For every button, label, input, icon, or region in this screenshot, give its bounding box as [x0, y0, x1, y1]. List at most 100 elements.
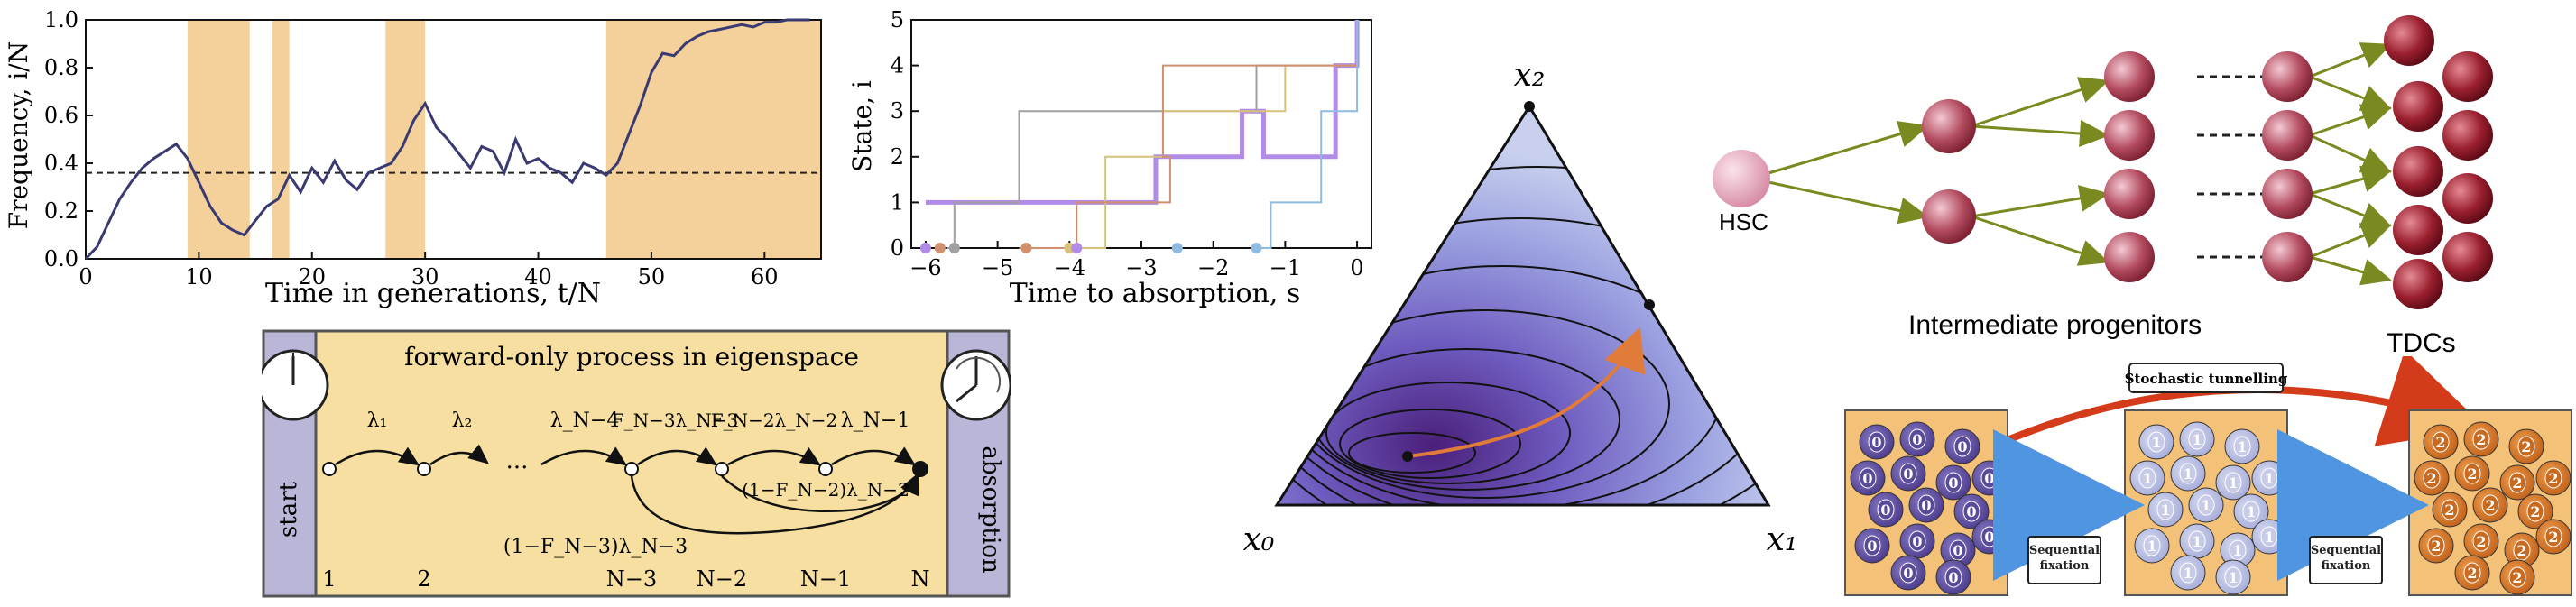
- cell-nucleus: [1944, 566, 1962, 588]
- cell-label: 2: [2476, 533, 2486, 550]
- cell-label: 0: [1921, 497, 1931, 514]
- rate-label: F_N−2λ_N−2: [711, 409, 838, 431]
- x-tick-label: 50: [638, 264, 666, 290]
- absorption-marker: [1171, 243, 1183, 253]
- cell-label: 2: [2512, 569, 2522, 586]
- cell-nucleus: [1953, 436, 1971, 457]
- x-tick-label: −5: [982, 255, 1013, 281]
- shaded-interval: [272, 20, 290, 259]
- progenitor-cell: [2262, 169, 2313, 219]
- y-tick-label: 1: [891, 189, 904, 215]
- progenitor-cell: [2262, 51, 2313, 102]
- y-tick-label: 0: [891, 235, 904, 261]
- y-tick-label: 2: [891, 144, 904, 170]
- cell-label: 0: [1984, 470, 1994, 487]
- sequential-label: Sequential fixation: [2310, 544, 2382, 573]
- cell-nucleus: [1962, 501, 1980, 522]
- progenitor-cell: [2262, 232, 2313, 282]
- progenitor-cell: [2262, 110, 2313, 161]
- cell-label: 0: [1903, 565, 1913, 582]
- x-tick-label: −4: [1054, 255, 1085, 281]
- y-tick-label: 0.0: [44, 246, 78, 271]
- cell-nucleus: [2463, 463, 2481, 484]
- node-label: N−2: [697, 566, 747, 592]
- process-diagram-svg: start absorption forward-only process in…: [257, 329, 1012, 598]
- shaded-interval: [605, 20, 821, 259]
- tdc-cell: [2393, 259, 2443, 309]
- cell-nucleus: [2179, 463, 2197, 484]
- cell-label: 2: [2467, 465, 2477, 483]
- cell-label: 1: [2201, 497, 2211, 514]
- skip-rate-label: (1−F_N−3)λ_N−3: [503, 536, 688, 558]
- y-tick-label: 4: [891, 53, 904, 78]
- tdc-cell: [2393, 81, 2443, 132]
- cell-nucleus: [1899, 463, 1917, 484]
- y-tick-label: 0.4: [44, 151, 78, 176]
- cell-label: 0: [1912, 431, 1922, 448]
- cell-label: 2: [2435, 434, 2445, 451]
- progenitor-cell: [2104, 110, 2155, 161]
- shaded-interval: [187, 20, 250, 259]
- cell-label: 1: [2183, 565, 2193, 582]
- cell-label: 0: [1966, 503, 1976, 520]
- x-tick-label: −6: [909, 255, 941, 281]
- cell-label: 1: [2228, 474, 2238, 492]
- x-tick-label: 40: [524, 264, 552, 290]
- state-chart-ylabel: State, i: [848, 80, 877, 172]
- absorption-marker: [1251, 243, 1262, 253]
- cell-label: 0: [1948, 569, 1958, 586]
- simplex-diagram: x₂ x₀ x₁: [1227, 36, 1805, 603]
- cell-nucleus: [2432, 431, 2450, 453]
- cell-nucleus: [2517, 436, 2535, 457]
- cell-label: 1: [2264, 470, 2274, 487]
- y-tick-label: 5: [891, 7, 904, 32]
- absorption-marker: [1071, 243, 1083, 253]
- cell-nucleus: [2147, 431, 2165, 453]
- process-diagram: start absorption forward-only process in…: [257, 329, 1012, 600]
- y-tick-label: 1.0: [44, 7, 78, 32]
- y-tick-label: 3: [891, 98, 904, 124]
- rate-label: λ₂: [452, 409, 473, 432]
- cell-nucleus: [2472, 530, 2490, 552]
- tdc-cell: [2442, 110, 2493, 161]
- cell-nucleus: [2224, 566, 2242, 588]
- cell-label: 0: [1912, 533, 1922, 550]
- node-n-1: [818, 462, 833, 476]
- absorption-marker: [1020, 243, 1032, 253]
- rate-label: λ_N−1: [841, 409, 910, 432]
- cell-label: 2: [2530, 503, 2540, 520]
- cell-nucleus: [2508, 472, 2526, 493]
- frequency-chart: Time in generations, t/N Frequency, i/N …: [0, 0, 830, 311]
- cell-label: 1: [2151, 434, 2161, 451]
- absorption-marker: [919, 243, 931, 253]
- absorption-marker: [934, 243, 946, 253]
- state-chart-xlabel: Time to absorption, s: [1010, 278, 1301, 309]
- state-series-line: [1256, 20, 1359, 249]
- process-title: forward-only process in eigenspace: [404, 342, 859, 372]
- cell-nucleus: [2188, 530, 2206, 552]
- cell-nucleus: [1949, 539, 1967, 561]
- x-tick-label: 0: [1350, 255, 1363, 281]
- hierarchy-svg: HSC Intermediate progenitors TDCs: [1713, 15, 2493, 358]
- cell-label: 2: [2516, 542, 2526, 559]
- progenitor-cell: [2104, 169, 2155, 219]
- cell-label: 2: [2431, 538, 2441, 555]
- cell-label: 2: [2548, 470, 2558, 487]
- cell-label: 2: [2521, 438, 2531, 455]
- tdc-cell: [2442, 51, 2493, 102]
- hsc-label: HSC: [1719, 208, 1768, 235]
- state-chart-svg: Time to absorption, s State, i −6 −5 −4 −3 −…: [847, 7, 1372, 309]
- cell-nucleus: [2179, 562, 2197, 584]
- cell-label: 1: [2228, 569, 2238, 586]
- cell-label: 1: [2192, 431, 2202, 448]
- process-nodes: [322, 461, 928, 477]
- tdc-cell: [2442, 173, 2493, 224]
- cell-label: 0: [1880, 501, 1890, 519]
- cell-nucleus: [2188, 428, 2206, 450]
- stochastic-label-box: [2128, 363, 2284, 393]
- tdc-cell: [2393, 146, 2443, 197]
- tdc-cell: [2442, 232, 2493, 282]
- cell-nucleus: [1908, 530, 1926, 552]
